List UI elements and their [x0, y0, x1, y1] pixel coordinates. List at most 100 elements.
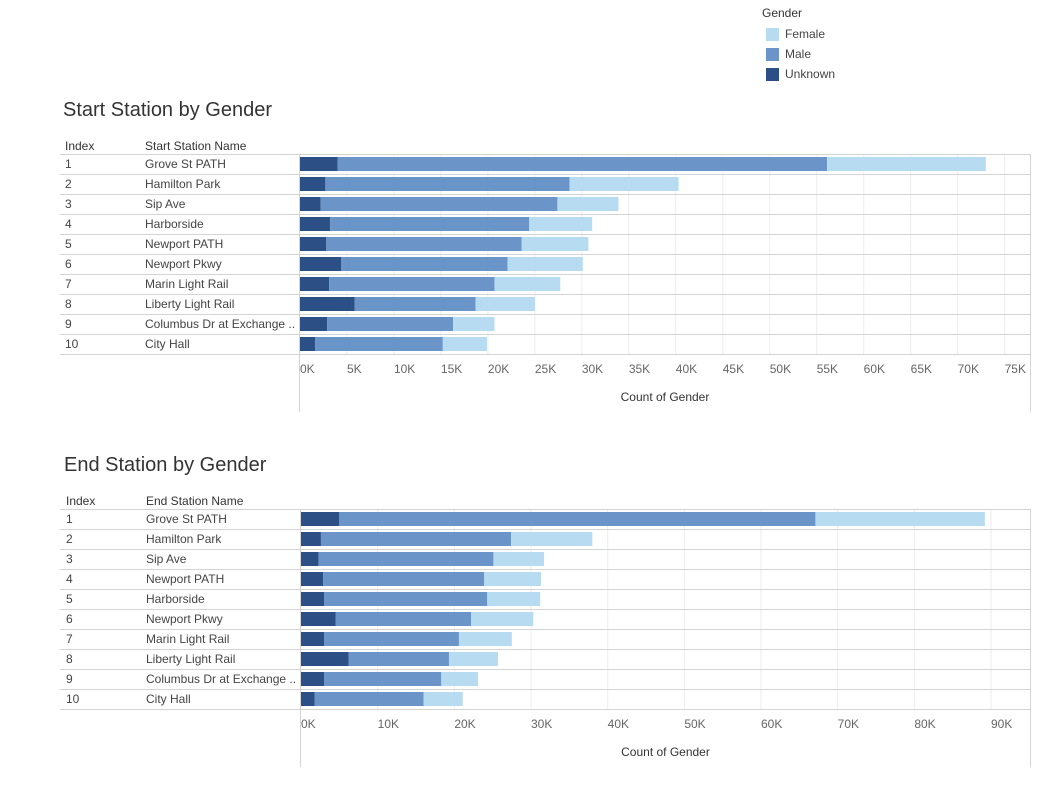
bar-male — [320, 197, 558, 211]
station-name: Newport PATH — [145, 237, 223, 251]
station-name: Hamilton Park — [146, 532, 222, 546]
legend-label-male: Male — [785, 47, 812, 61]
station-name: Harborside — [146, 592, 205, 606]
row-index: 2 — [65, 177, 72, 191]
x-tick-label: 10K — [378, 717, 399, 731]
x-tick-label: 5K — [347, 362, 362, 376]
bar-unknown — [300, 257, 342, 271]
bar-unknown — [301, 612, 336, 626]
legend-item-unknown[interactable]: Unknown — [762, 64, 835, 84]
x-tick-label: 35K — [629, 362, 650, 376]
row-index: 8 — [65, 297, 72, 311]
name-header: Start Station Name — [145, 139, 247, 153]
bar-unknown — [301, 552, 319, 566]
bar-female — [511, 532, 593, 546]
bar-male — [324, 592, 488, 606]
bar-unknown — [301, 592, 324, 606]
station-name: Columbus Dr at Exchange .. — [145, 317, 295, 331]
bar-male — [330, 217, 530, 231]
bar-female — [529, 217, 593, 231]
station-name: Liberty Light Rail — [145, 297, 234, 311]
row-index: 3 — [66, 552, 73, 566]
bar-male — [337, 157, 828, 171]
bar-male — [348, 652, 449, 666]
bar-male — [327, 317, 454, 331]
bar-male — [320, 532, 512, 546]
station-name: Marin Light Rail — [146, 632, 229, 646]
bar-female — [521, 237, 589, 251]
bar-male — [326, 237, 522, 251]
bar-female — [471, 612, 534, 626]
station-name: Columbus Dr at Exchange .. — [146, 672, 296, 686]
x-tick-label: 40K — [608, 717, 629, 731]
bar-female — [453, 317, 495, 331]
bar-unknown — [300, 297, 355, 311]
x-tick-label: 40K — [676, 362, 697, 376]
station-name: Sip Ave — [146, 552, 187, 566]
row-index: 1 — [65, 157, 72, 171]
row-index: 9 — [66, 672, 73, 686]
station-name: Marin Light Rail — [145, 277, 228, 291]
station-name: City Hall — [145, 337, 190, 351]
legend-label-female: Female — [785, 27, 826, 41]
bar-female — [441, 672, 479, 686]
x-tick-label: 20K — [488, 362, 509, 376]
legend-item-female[interactable]: Female — [762, 24, 835, 44]
station-name: Hamilton Park — [145, 177, 221, 191]
row-index: 10 — [66, 692, 80, 706]
x-tick-label: 65K — [911, 362, 932, 376]
x-tick-label: 50K — [684, 717, 705, 731]
bar-female — [493, 552, 545, 566]
bar-male — [329, 277, 495, 291]
bar-unknown — [301, 652, 349, 666]
x-tick-label: 80K — [914, 717, 935, 731]
row-index: 9 — [65, 317, 72, 331]
bar-unknown — [301, 512, 340, 526]
row-index: 6 — [66, 612, 73, 626]
bar-male — [324, 672, 442, 686]
name-header: End Station Name — [146, 494, 244, 508]
bar-male — [324, 632, 459, 646]
bar-female — [827, 157, 986, 171]
row-index: 8 — [66, 652, 73, 666]
row-index: 7 — [66, 632, 73, 646]
bar-female — [442, 337, 487, 351]
bar-unknown — [300, 337, 316, 351]
x-axis-label: Count of Gender — [621, 390, 710, 404]
station-name: City Hall — [146, 692, 191, 706]
legend-label-unknown: Unknown — [785, 67, 836, 81]
bar-unknown — [300, 217, 331, 231]
x-tick-label: 0K — [301, 717, 316, 731]
bar-unknown — [300, 157, 338, 171]
bar-unknown — [301, 572, 324, 586]
x-tick-label: 20K — [454, 717, 475, 731]
legend: Gender Female Male Unknown — [762, 6, 835, 84]
x-tick-label: 30K — [531, 717, 552, 731]
bar-unknown — [301, 532, 321, 546]
legend-swatch-unknown — [766, 67, 779, 81]
row-index: 5 — [65, 237, 72, 251]
bar-female — [448, 652, 499, 666]
start-station-chart: Index Start Station Name 1 Grove St PATH 2 Ha… — [60, 139, 1031, 412]
x-tick-label: 15K — [441, 362, 462, 376]
bar-male — [339, 512, 816, 526]
bar-female — [423, 692, 463, 706]
legend-item-male[interactable]: Male — [762, 44, 835, 64]
station-name: Liberty Light Rail — [146, 652, 235, 666]
bar-unknown — [300, 277, 330, 291]
row-index: 6 — [65, 257, 72, 271]
station-name: Grove St PATH — [146, 512, 227, 526]
index-header: Index — [65, 139, 94, 153]
bar-female — [815, 512, 985, 526]
chart-title-start: Start Station by Gender — [63, 99, 273, 121]
legend-swatch-male — [766, 47, 779, 61]
x-tick-label: 10K — [394, 362, 415, 376]
bar-female — [494, 277, 561, 291]
bar-female — [475, 297, 535, 311]
bar-unknown — [300, 177, 326, 191]
bar-unknown — [300, 237, 327, 251]
station-name: Newport Pkwy — [145, 257, 222, 271]
bar-male — [323, 572, 485, 586]
bar-male — [318, 552, 494, 566]
bar-male — [315, 337, 443, 351]
